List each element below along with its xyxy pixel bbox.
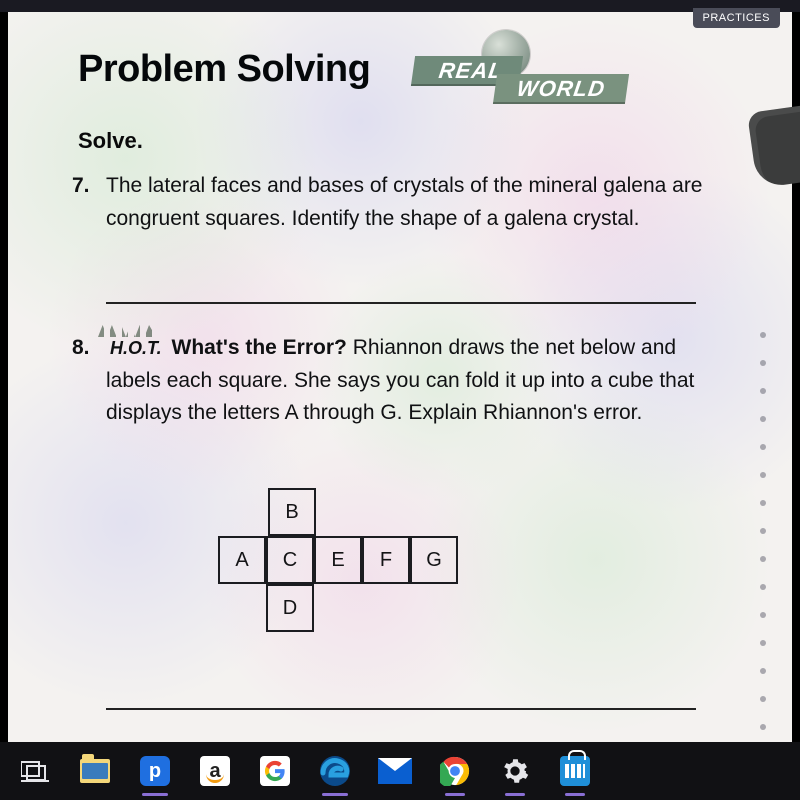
net-square-f: F [362,536,410,584]
pandora-button[interactable]: p [138,754,172,788]
gear-icon [501,757,529,785]
active-underline [445,793,465,796]
problem-number: 7. [72,170,90,203]
problem-7: 7. The lateral faces and bases of crysta… [78,170,718,235]
problem-number: 8. [72,332,90,365]
instruction-text: Solve. [78,128,143,154]
folder-icon [80,759,110,783]
answer-line-8 [106,708,696,710]
google-button[interactable] [258,754,292,788]
banner-world: WORLD [493,74,629,104]
chrome-button[interactable] [438,754,472,788]
edge-icon [319,755,351,787]
amazon-icon: a [200,756,230,786]
settings-button[interactable] [498,754,532,788]
google-icon [260,756,290,786]
problem-7-text: The lateral faces and bases of crystals … [106,170,718,235]
question-lead: What's the Error? [172,336,347,359]
store-icon [560,756,590,786]
active-underline [565,793,585,796]
amazon-button[interactable]: a [198,754,232,788]
window-top-border [0,0,800,12]
problem-8: 8. H.O.T. What's the Error? Rhiannon dra… [78,332,718,430]
net-square-a: A [218,536,266,584]
active-underline [142,793,168,796]
net-square-c: C [266,536,314,584]
answer-line-7 [106,302,696,304]
active-underline [505,793,525,796]
problem-8-text: H.O.T. What's the Error? Rhiannon draws … [106,332,718,430]
file-explorer-button[interactable] [78,754,112,788]
windows-taskbar: p a [0,742,800,800]
net-square-g: G [410,536,458,584]
title-text: Problem Solving [78,48,370,90]
store-button[interactable] [558,754,592,788]
pandora-icon: p [140,756,170,786]
edge-button[interactable] [318,754,352,788]
task-view-button[interactable] [18,754,52,788]
hot-badge: H.O.T. [106,335,166,363]
mail-button[interactable] [378,754,412,788]
net-square-b: B [268,488,316,536]
margin-dots [760,332,766,730]
textbook-page: PRACTICES Problem Solving REAL WORLD Sol… [8,12,792,742]
active-underline [322,793,348,796]
page-title: Problem Solving [78,48,370,91]
mail-icon [378,758,412,784]
net-square-d: D [266,584,314,632]
net-square-e: E [314,536,362,584]
practices-tag: PRACTICES [693,8,780,28]
rock-image-fragment [747,103,800,188]
chrome-icon [440,756,470,786]
